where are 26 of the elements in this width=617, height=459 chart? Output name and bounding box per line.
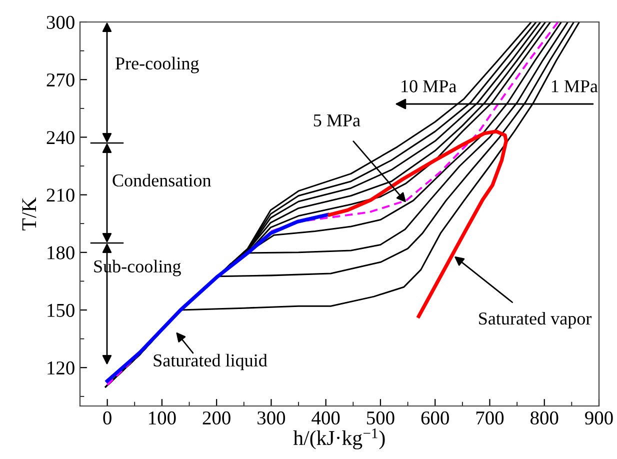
annotation: 10 MPa — [402, 80, 456, 92]
x-tick-label: 800 — [530, 411, 558, 425]
annotation: Pre-cooling — [116, 56, 199, 74]
x-tick-label: 600 — [421, 411, 449, 425]
x-tick-label: 500 — [367, 411, 394, 425]
x-axis-title: h/(kJ·kg$^{−1}$) — [293, 428, 385, 450]
annotation: 1 MPa — [552, 80, 598, 92]
annotation: Saturated liquid — [154, 354, 268, 370]
y-tick-label: 120 — [48, 361, 74, 375]
y-tick-label: 180 — [48, 246, 74, 260]
annotation: 5 MPa — [314, 114, 360, 126]
x-tick-label: 100 — [149, 411, 176, 425]
x-tick-label: 0 — [103, 411, 112, 425]
x-tick-label: 300 — [258, 411, 286, 425]
y-tick-label: 270 — [46, 73, 74, 87]
x-tick-label: 200 — [202, 411, 230, 425]
x-tick-label: 700 — [476, 411, 504, 425]
x-tick-label: 400 — [312, 411, 340, 425]
y-tick-label: 300 — [46, 16, 74, 29]
annotation: Condensation — [112, 174, 212, 187]
y-tick-label: 240 — [46, 131, 74, 144]
y-axis-title: T/K — [22, 197, 36, 230]
annotation: Saturated vapor — [479, 312, 592, 328]
y-tick-label: 150 — [48, 304, 74, 317]
x-tick-label: 900 — [585, 411, 613, 425]
y-tick-label: 210 — [46, 188, 74, 202]
